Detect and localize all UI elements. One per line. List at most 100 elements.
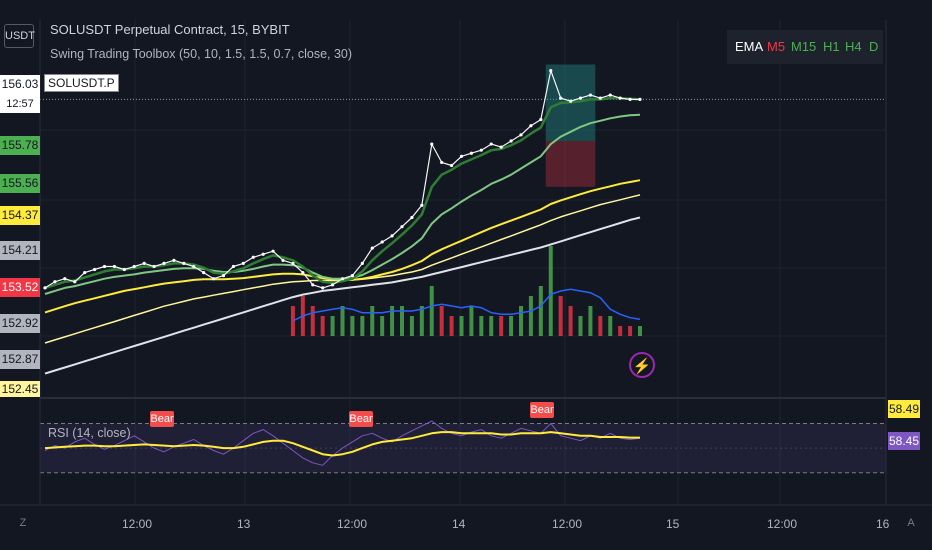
x-tick-6: 15: [666, 517, 680, 531]
price-point: [330, 283, 335, 287]
price-point: [301, 270, 305, 275]
price-point: [311, 283, 315, 287]
volume-bar: [310, 306, 315, 336]
volume-bar: [598, 316, 603, 336]
volume-bar: [429, 286, 434, 336]
stop-zone: [545, 140, 596, 187]
volume-bar: [350, 316, 355, 336]
currency-button[interactable]: USDT: [4, 24, 35, 48]
volume-bar: [538, 286, 543, 336]
volume-bar: [489, 316, 494, 336]
volume-bar: [439, 306, 444, 336]
price-point: [549, 69, 553, 73]
price-point: [291, 261, 295, 266]
ema-m5: M5: [767, 39, 786, 54]
symbol-label: SOLUSDT.P: [44, 74, 119, 92]
price-point: [410, 215, 414, 220]
volume-bar: [578, 316, 583, 336]
x-tick-2: 13: [237, 517, 251, 531]
price-point: [568, 99, 573, 103]
price-point: [608, 93, 612, 97]
auto-scale-icon[interactable]: A: [907, 517, 915, 529]
ema-panel: EMA M5 M15 H1 H4 D: [727, 30, 883, 64]
price-point: [430, 142, 434, 146]
price-point: [73, 280, 77, 284]
price-point: [440, 160, 444, 165]
bear-signal-1: Bear: [150, 411, 174, 427]
price-point: [628, 97, 632, 101]
price-point: [231, 264, 236, 269]
price-point: [112, 264, 117, 269]
indicator-label[interactable]: Swing Trading Toolbox (50, 10, 1.5, 1.5,…: [50, 47, 353, 61]
bear-signal-2: Bear: [349, 411, 373, 427]
price-point: [598, 96, 602, 100]
bear-signal-3: Bear: [530, 402, 554, 418]
price-point: [420, 203, 424, 207]
zoom-icon[interactable]: Z: [19, 517, 27, 529]
x-tick-4: 14: [452, 517, 466, 531]
price-point: [211, 277, 216, 281]
price-tag-3: 155.56: [0, 174, 40, 193]
price-point: [83, 270, 87, 275]
rsi-label[interactable]: RSI (14, close): [48, 426, 131, 440]
price-point: [172, 258, 176, 262]
volume-bar: [519, 306, 523, 336]
x-tick-8: 16: [876, 517, 890, 531]
volume-bar: [499, 316, 504, 336]
volume-bar: [479, 316, 484, 336]
price-point: [380, 240, 384, 244]
volume-bar: [419, 306, 424, 336]
price-point: [519, 133, 523, 137]
price-point: [192, 264, 196, 269]
x-tick-1: 12:00: [122, 517, 153, 531]
lightning-icon[interactable]: ⚡: [629, 352, 655, 378]
price-tag-6: 153.52: [0, 278, 40, 297]
volume-bar: [409, 316, 414, 336]
rsi-value: 58.45: [888, 432, 920, 450]
volume-bar: [330, 316, 335, 336]
price-point: [459, 154, 464, 158]
price-point: [350, 274, 355, 278]
price-point: [390, 234, 394, 238]
volume-bar: [449, 316, 454, 336]
price-point: [261, 252, 265, 256]
price-point: [321, 286, 325, 290]
volume-bar: [588, 306, 593, 336]
price-point: [588, 93, 593, 97]
price-point: [360, 261, 364, 266]
price-tag-time: 12:57: [0, 95, 40, 113]
rsi-ma-value: 58.49: [888, 400, 920, 418]
volume-ma-line: [292, 288, 641, 322]
price-point: [182, 261, 186, 266]
volume-bar: [618, 326, 623, 336]
volume-bar: [469, 306, 474, 336]
ema-white-line: [44, 216, 641, 375]
price-tag-5: 154.21: [0, 241, 40, 260]
price-point: [638, 97, 642, 101]
x-tick-3: 12:00: [337, 517, 368, 531]
price-tag-8: 152.87: [0, 350, 40, 369]
x-tick-7: 12:00: [767, 517, 798, 531]
price-point: [449, 163, 454, 168]
price-point: [271, 249, 275, 253]
price-point: [202, 270, 206, 275]
chart-title: SOLUSDT Perpetual Contract, 15, BYBIT: [50, 22, 290, 37]
price-point: [132, 264, 136, 269]
price-point: [370, 246, 374, 250]
price-point: [281, 258, 285, 262]
price-point: [122, 267, 126, 272]
volume-bar: [380, 316, 385, 336]
price-point: [578, 96, 583, 100]
volume-bar: [459, 316, 464, 336]
price-tag-2: 155.78: [0, 136, 40, 155]
price-point: [340, 277, 345, 281]
price-point: [469, 151, 474, 155]
price-point: [142, 261, 146, 266]
price-point: [152, 264, 156, 269]
price-point: [63, 277, 67, 281]
volume-bar: [548, 246, 553, 336]
ema-m15: M15: [791, 39, 817, 54]
price-point: [43, 286, 47, 290]
